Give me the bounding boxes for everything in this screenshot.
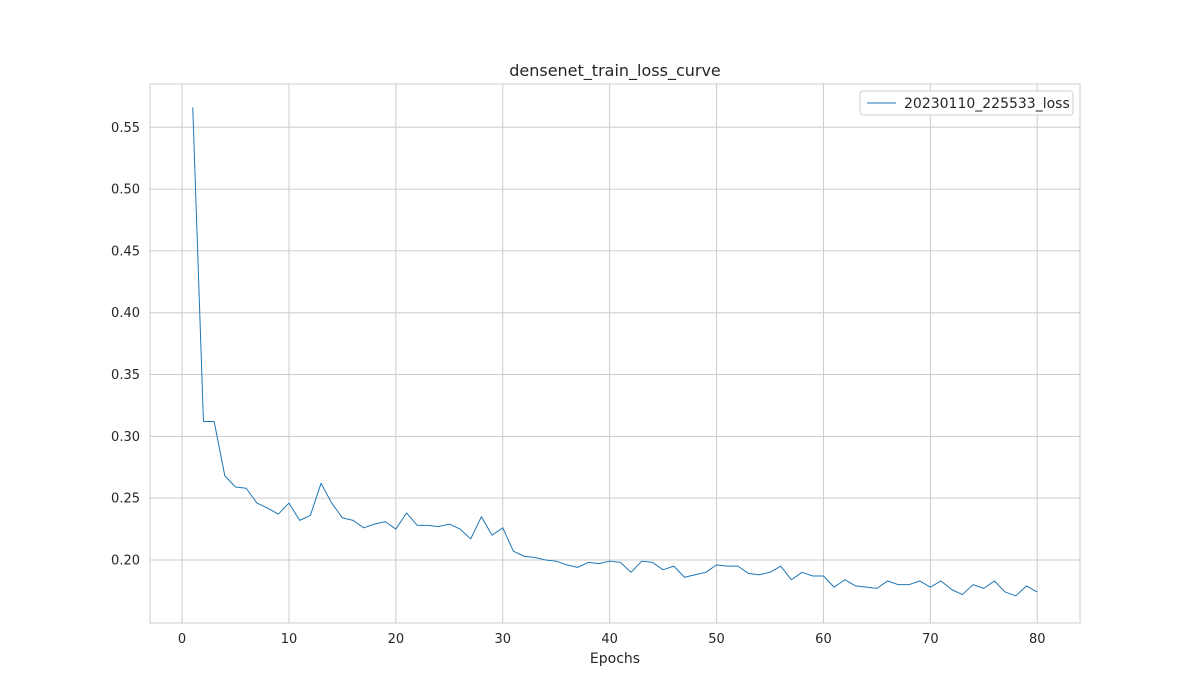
- y-tick-label: 0.50: [111, 183, 140, 198]
- loss-series-line: [192, 107, 1038, 597]
- x-axis-label: Epochs: [590, 651, 640, 667]
- x-tick-label: 10: [281, 632, 298, 647]
- y-tick-label: 0.40: [111, 306, 140, 321]
- x-tick-label: 70: [922, 632, 939, 647]
- x-tick-label: 50: [708, 632, 725, 647]
- x-tick-label: 60: [815, 632, 832, 647]
- x-tick-label: 30: [494, 632, 511, 647]
- x-tick-label: 80: [1029, 632, 1046, 647]
- plot-area: [150, 84, 1080, 623]
- y-tick-label: 0.55: [111, 121, 140, 136]
- legend: 20230110_225533_loss: [859, 90, 1074, 116]
- y-tick-label: 0.25: [111, 492, 140, 507]
- y-tick-label: 0.45: [111, 244, 140, 259]
- y-tick-label: 0.30: [111, 430, 140, 445]
- x-tick-label: 40: [601, 632, 618, 647]
- legend-box: [859, 90, 1074, 116]
- x-tick-label: 0: [178, 632, 186, 647]
- legend-label: 20230110_225533_loss: [904, 96, 1070, 112]
- y-tick-label: 0.35: [111, 368, 140, 383]
- x-tick-label: 20: [388, 632, 405, 647]
- y-tick-label: 0.20: [111, 553, 140, 568]
- chart-title: densenet_train_loss_curve: [509, 61, 721, 81]
- tick-labels: 0 10 20 30 40 50 60 70 80 0.20 0.25 0.30 0.35 0.40 0.4…: [111, 121, 1045, 647]
- grid-lines: [150, 84, 1080, 623]
- plot-frame: [149, 83, 1081, 624]
- series-lines: [192, 107, 1038, 597]
